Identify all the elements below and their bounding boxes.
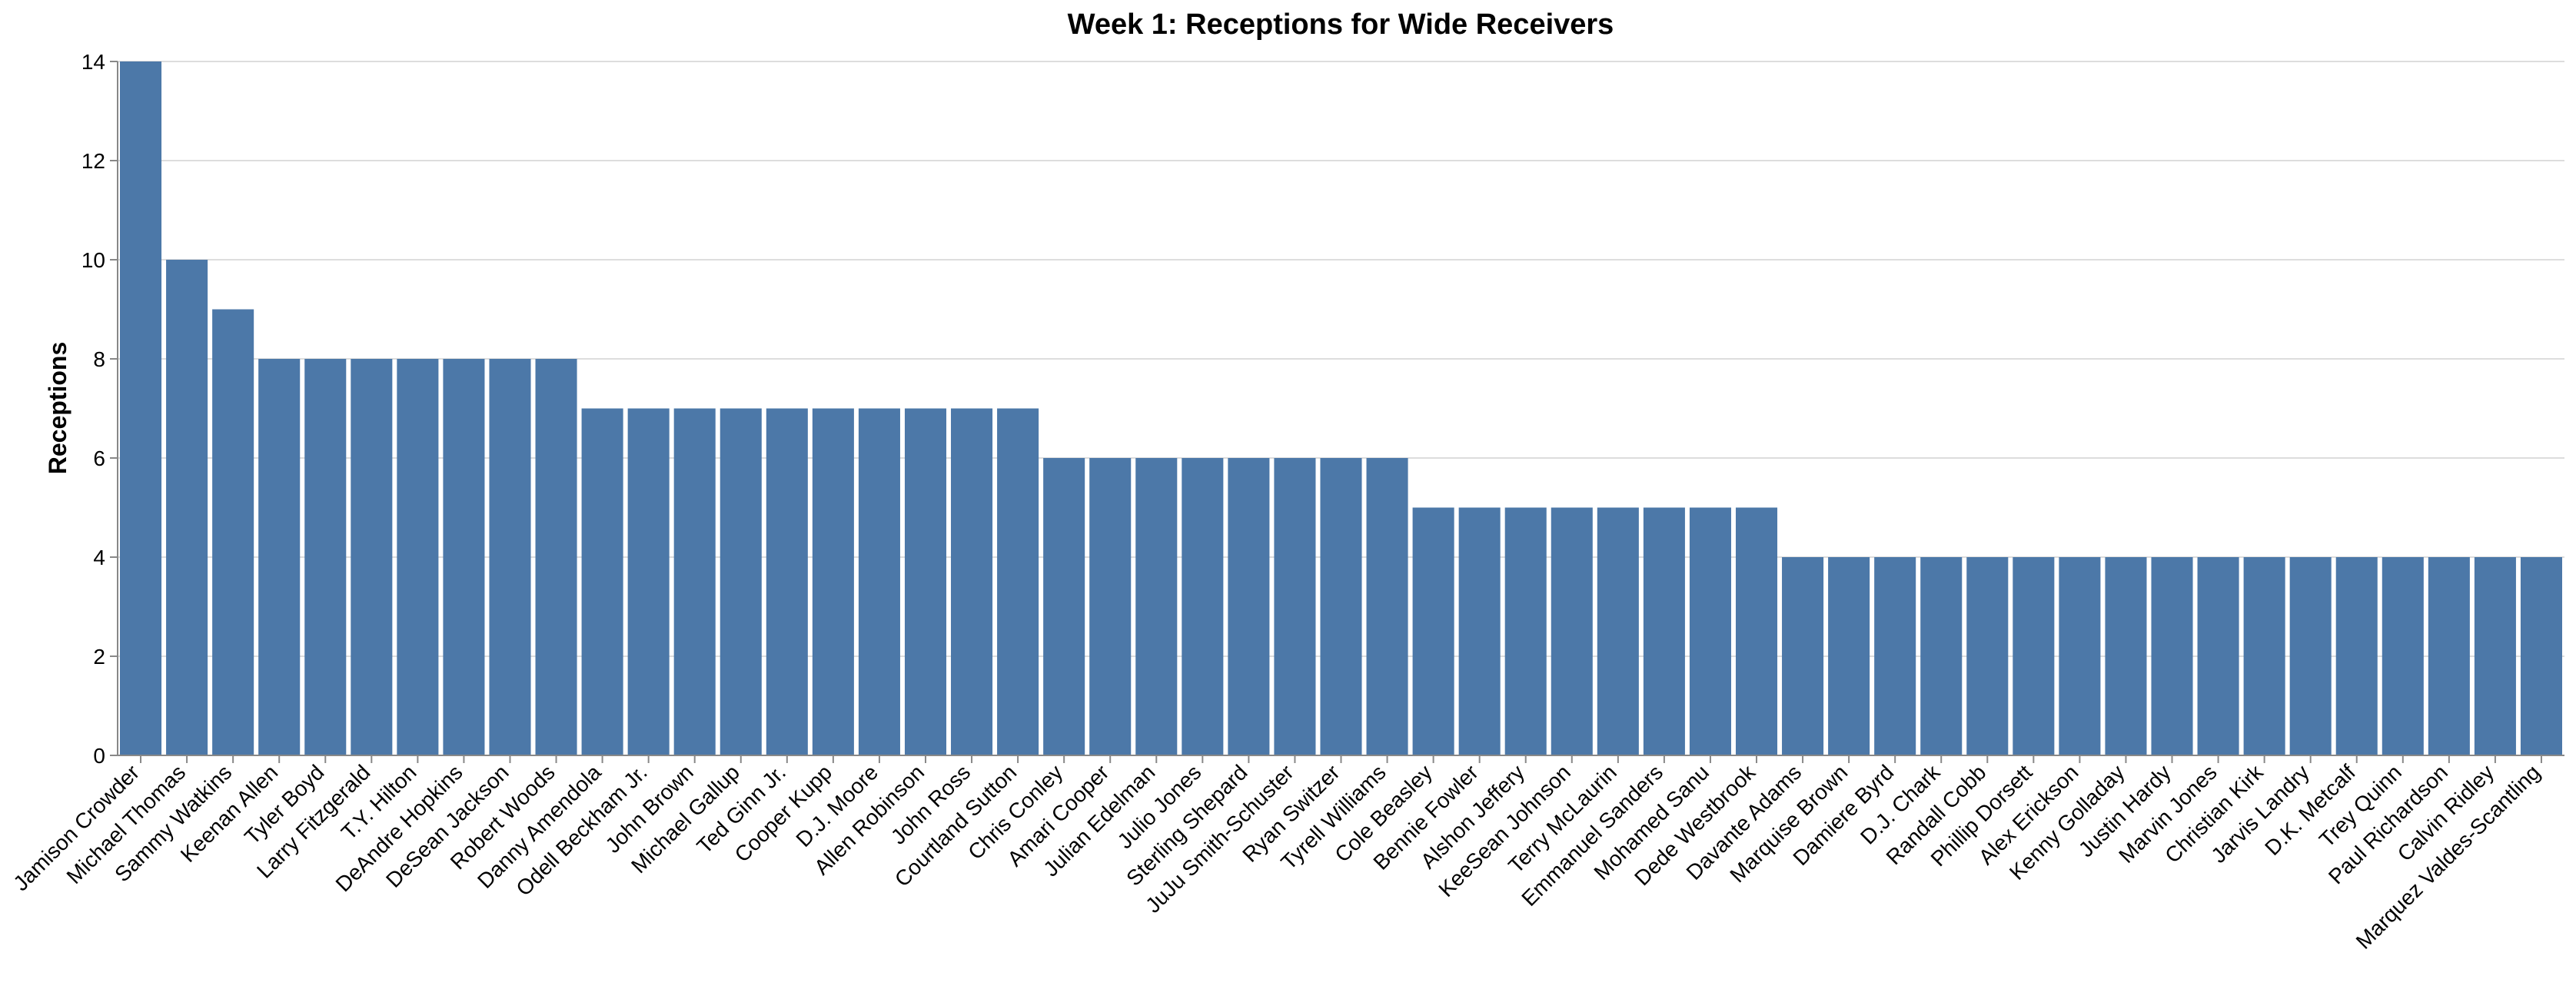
- bar: [858, 408, 900, 755]
- bar: [120, 61, 162, 755]
- bar: [1828, 557, 1870, 755]
- bar: [812, 408, 854, 755]
- y-tick-label: 0: [93, 744, 105, 768]
- bar: [1228, 458, 1270, 755]
- y-axis-title: Receptions: [44, 342, 71, 474]
- bar: [766, 408, 808, 755]
- bar: [166, 260, 208, 755]
- bar: [1504, 507, 1547, 755]
- bar: [1043, 458, 1085, 755]
- bars: [120, 61, 2562, 755]
- bar: [2335, 557, 2378, 755]
- bar: [1135, 458, 1178, 755]
- bar: [2428, 557, 2470, 755]
- y-tick-label: 4: [93, 546, 105, 569]
- bar: [2243, 557, 2285, 755]
- y-tick-label: 8: [93, 347, 105, 371]
- bar: [351, 359, 393, 755]
- y-tick-label: 6: [93, 446, 105, 470]
- bar: [2289, 557, 2332, 755]
- bar: [489, 359, 531, 755]
- chart-title: Week 1: Receptions for Wide Receivers: [1068, 8, 1614, 41]
- bar: [1412, 507, 1454, 755]
- bar: [212, 309, 254, 755]
- bar: [2059, 557, 2101, 755]
- bar: [258, 359, 301, 755]
- bar: [535, 359, 577, 755]
- bar: [2151, 557, 2193, 755]
- bar: [1966, 557, 2009, 755]
- bar: [1689, 507, 1731, 755]
- bar: [1782, 557, 1824, 755]
- bar: [1920, 557, 1963, 755]
- bar: [2474, 557, 2516, 755]
- bar: [2197, 557, 2239, 755]
- bar: [1735, 507, 1778, 755]
- bar: [720, 408, 762, 755]
- bar: [443, 359, 485, 755]
- bar: [304, 359, 347, 755]
- bar: [2382, 557, 2424, 755]
- bar: [1551, 507, 1593, 755]
- bar: [904, 408, 947, 755]
- bar: [397, 359, 439, 755]
- bar: [2520, 557, 2562, 755]
- y-axis: 0 2 4 6 8 10 12 14: [81, 50, 118, 768]
- bar: [1597, 507, 1639, 755]
- y-tick-label: 12: [81, 149, 105, 173]
- bar: [1458, 507, 1501, 755]
- bar: [1274, 458, 1316, 755]
- bar: [2013, 557, 2055, 755]
- y-tick-label: 14: [81, 50, 105, 74]
- bar: [997, 408, 1039, 755]
- y-tick-label: 10: [81, 248, 105, 272]
- bar: [1366, 458, 1408, 755]
- bar: [1320, 458, 1362, 755]
- y-tick-label: 2: [93, 645, 105, 669]
- bar: [1182, 458, 1224, 755]
- bar: [627, 408, 670, 755]
- bar: [1874, 557, 1916, 755]
- bar: [673, 408, 716, 755]
- bar: [1643, 507, 1685, 755]
- bar: [2105, 557, 2147, 755]
- bar: [1089, 458, 1132, 755]
- bar: [581, 408, 623, 755]
- bar: [951, 408, 993, 755]
